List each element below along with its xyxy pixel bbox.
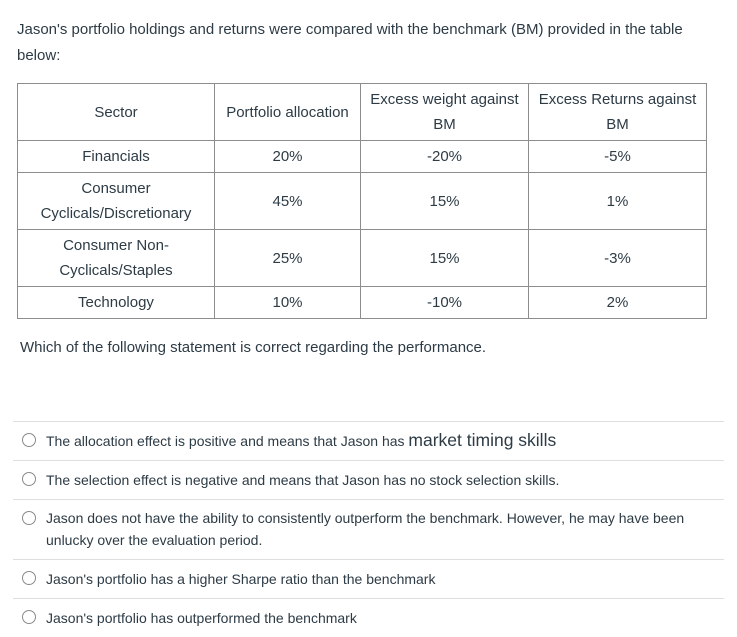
cell-excess-weight: -20% (360, 140, 529, 173)
answer-option-no-ability[interactable]: Jason does not have the ability to consi… (13, 499, 724, 559)
question-intro-text: Jason's portfolio holdings and returns w… (17, 21, 683, 64)
cell-excess-returns: -5% (528, 140, 707, 173)
option-text: Jason does not have the ability to consi… (46, 510, 685, 548)
question-text: Which of the following statement is corr… (20, 339, 487, 356)
cell-excess-returns: -3% (528, 229, 707, 287)
radio-button-icon[interactable] (22, 472, 36, 486)
table-header-row: Sector Portfolio allocation Excess weigh… (17, 83, 707, 141)
cell-excess-weight: -10% (360, 286, 529, 319)
cell-allocation: 45% (214, 172, 361, 230)
header-excess-returns: Excess Returns against BM (528, 83, 707, 141)
cell-sector: Financials (17, 140, 215, 173)
cell-allocation: 10% (214, 286, 361, 319)
answer-option-outperformed[interactable]: Jason's portfolio has outperformed the b… (13, 598, 724, 637)
answer-options-list: The allocation effect is positive and me… (13, 421, 724, 637)
cell-sector: Consumer Non-Cyclicals/Staples (17, 229, 215, 287)
table-row: Technology 10% -10% 2% (17, 286, 707, 319)
option-label: The selection effect is negative and mea… (46, 469, 559, 491)
option-text: Jason's portfolio has a higher Sharpe ra… (46, 571, 436, 587)
holdings-table: Sector Portfolio allocation Excess weigh… (17, 83, 707, 319)
option-label: The allocation effect is positive and me… (46, 430, 556, 452)
option-label: Jason does not have the ability to consi… (46, 508, 706, 551)
radio-button-icon[interactable] (22, 433, 36, 447)
radio-button-icon[interactable] (22, 610, 36, 624)
cell-allocation: 20% (214, 140, 361, 173)
option-text: The allocation effect is positive and me… (46, 433, 409, 449)
answer-option-sharpe-ratio[interactable]: Jason's portfolio has a higher Sharpe ra… (13, 559, 724, 598)
cell-excess-weight: 15% (360, 229, 529, 287)
option-text: Jason's portfolio has outperformed the b… (46, 610, 357, 626)
cell-excess-returns: 2% (528, 286, 707, 319)
table-row: Consumer Non-Cyclicals/Staples 25% 15% -… (17, 229, 707, 287)
cell-excess-returns: 1% (528, 172, 707, 230)
table-row: Financials 20% -20% -5% (17, 140, 707, 173)
answer-option-selection-effect[interactable]: The selection effect is negative and mea… (13, 460, 724, 499)
cell-excess-weight: 15% (360, 172, 529, 230)
header-sector: Sector (17, 83, 215, 141)
cell-sector: Consumer Cyclicals/Discretionary (17, 172, 215, 230)
option-label: Jason's portfolio has outperformed the b… (46, 607, 357, 629)
header-portfolio-allocation: Portfolio allocation (214, 83, 361, 141)
radio-button-icon[interactable] (22, 511, 36, 525)
table-row: Consumer Cyclicals/Discretionary 45% 15%… (17, 172, 707, 230)
cell-sector: Technology (17, 286, 215, 319)
radio-button-icon[interactable] (22, 571, 36, 585)
answer-option-allocation-effect[interactable]: The allocation effect is positive and me… (13, 421, 724, 460)
header-excess-weight: Excess weight against BM (360, 83, 529, 141)
option-label: Jason's portfolio has a higher Sharpe ra… (46, 568, 435, 590)
cell-allocation: 25% (214, 229, 361, 287)
option-text-emphasized: market timing skills (408, 430, 557, 450)
option-text: The selection effect is negative and mea… (46, 472, 560, 488)
